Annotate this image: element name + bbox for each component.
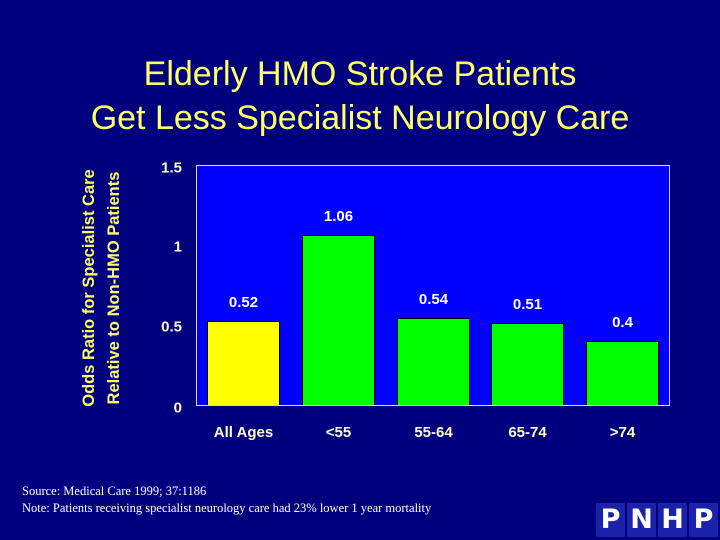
y-tick-1: 1 <box>173 238 182 256</box>
pnhp-logo: P N H P <box>596 503 718 537</box>
y-tick-0: 0 <box>173 399 182 417</box>
bar-value-label: 0.51 <box>512 296 543 313</box>
bar-5 <box>586 341 659 405</box>
y-tick-1-5: 1.5 <box>161 159 182 177</box>
bar-4 <box>491 323 564 405</box>
chart-title: Elderly HMO Stroke Patients Get Less Spe… <box>0 52 720 140</box>
footnote: Note: Patients receiving specialist neur… <box>22 501 432 515</box>
x-category-label: 65-74 <box>508 424 547 441</box>
x-category-label: All Ages <box>213 424 274 441</box>
bar-3 <box>397 318 470 405</box>
x-category-label: >74 <box>609 424 636 441</box>
x-category-label: <55 <box>325 424 352 441</box>
y-tick-0-5: 0.5 <box>161 318 182 336</box>
logo-letter: N <box>627 503 656 537</box>
bar-1 <box>207 321 280 405</box>
bar-value-label: 0.52 <box>228 294 259 311</box>
y-axis-label: Odds Ratio for Specialist Care Relative … <box>77 163 129 413</box>
logo-letter: P <box>689 503 718 537</box>
chart-title-line-1: Elderly HMO Stroke Patients <box>143 55 577 93</box>
y-axis-label-line-2: Relative to Non-HMO Patients <box>105 171 123 405</box>
bar-value-label: 1.06 <box>323 208 354 225</box>
x-category-label: 55-64 <box>414 424 453 441</box>
bar-2 <box>302 235 375 405</box>
bar-value-label: 0.4 <box>612 314 633 331</box>
plot-area <box>196 165 670 406</box>
logo-letter: H <box>658 503 687 537</box>
footer: Source: Medical Care 1999; 37:1186 Note:… <box>22 483 431 517</box>
chart-title-line-2: Get Less Specialist Neurology Care <box>90 99 630 137</box>
logo-letter: P <box>596 503 625 537</box>
bar-value-label: 0.54 <box>418 291 449 308</box>
source-citation: Source: Medical Care 1999; 37:1186 <box>22 484 207 498</box>
y-axis-label-line-1: Odds Ratio for Specialist Care <box>80 169 98 407</box>
